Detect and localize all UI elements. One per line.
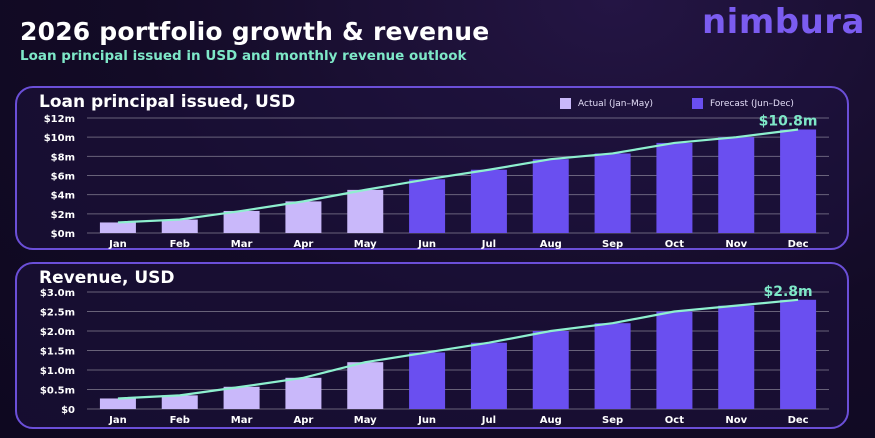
revenue-bar-forecast — [656, 311, 693, 409]
loan-y-tick-label: $10m — [44, 133, 75, 144]
revenue-x-tick-label: Dec — [788, 415, 809, 426]
loan-y-tick-label: $4m — [51, 191, 75, 202]
loan-x-tick-label: Jul — [481, 239, 496, 250]
revenue-bar-actual — [99, 398, 136, 409]
loan-bar-forecast — [780, 129, 817, 233]
loan-bar-forecast — [470, 169, 507, 233]
revenue-trend-line — [117, 298, 799, 400]
revenue-bar-actual — [223, 386, 260, 409]
loan-principal-panel: Loan principal issued, USD Actual (Jan–M… — [15, 86, 849, 250]
revenue-bar-forecast — [409, 352, 446, 409]
loan-bar-forecast — [718, 137, 755, 233]
revenue-chart: $0 $0.5m $1.0m $1.5m $2.0m $2.5m $3.0m Jan Feb Ma… — [40, 284, 829, 426]
revenue-x-tick-label: Nov — [725, 415, 747, 426]
legend-forecast-label: Forecast (Jun–Dec) — [710, 98, 794, 109]
loan-y-tick-label: $2m — [51, 210, 75, 221]
legend-actual: Actual (Jan–May) — [560, 98, 653, 109]
loan-bar-actual — [223, 210, 260, 233]
loan-x-tick-label: Jun — [417, 239, 436, 250]
revenue-x-tick-label: Oct — [665, 415, 684, 426]
loan-bar-forecast — [656, 142, 693, 233]
legend-actual-swatch — [560, 98, 571, 109]
revenue-panel: Revenue, USD $0 $0.5m $1.0m $1.5m $2.0m $2.5m… — [15, 262, 849, 429]
revenue-x-tick-label: Apr — [293, 415, 313, 426]
revenue-bar-actual — [161, 395, 198, 409]
loan-x-tick-label: Jan — [108, 239, 127, 250]
loan-principal-chart: $0m $2m $4m $6m $8m $10m $12m Jan Feb Mar Apr May Ju… — [44, 114, 829, 250]
revenue-bar-actual — [347, 362, 384, 409]
header: 2026 portfolio growth & revenue Loan pri… — [20, 16, 489, 64]
brand-logo: nimbura — [701, 2, 865, 42]
revenue-chart-title: Revenue, USD — [39, 268, 175, 288]
revenue-y-tick-label: $1.5m — [40, 347, 75, 358]
revenue-y-tick-label: $0 — [61, 405, 75, 416]
loan-bar-actual — [347, 189, 384, 233]
page-subtitle: Loan principal issued in USD and monthly… — [20, 48, 467, 64]
loan-callout-label: $10.8m — [759, 114, 818, 130]
legend-forecast-swatch — [692, 98, 703, 109]
loan-x-tick-label: Apr — [293, 239, 313, 250]
loan-x-tick-label: Sep — [602, 239, 623, 250]
legend-forecast: Forecast (Jun–Dec) — [692, 98, 794, 109]
loan-y-tick-label: $0m — [51, 229, 75, 240]
revenue-bar-forecast — [594, 323, 631, 409]
loan-bar-actual — [285, 201, 322, 233]
loan-y-tick-label: $6m — [51, 172, 75, 183]
revenue-y-tick-label: $1.0m — [40, 366, 75, 377]
revenue-callout-label: $2.8m — [764, 284, 813, 300]
loan-bar-forecast — [594, 153, 631, 233]
revenue-bar-forecast — [780, 299, 817, 409]
loan-x-tick-label: Mar — [231, 239, 253, 250]
loan-x-tick-label: Oct — [665, 239, 684, 250]
loan-y-tick-label: $12m — [44, 114, 75, 125]
revenue-x-tick-label: Sep — [602, 415, 623, 426]
loan-y-tick-label: $8m — [51, 152, 75, 163]
revenue-y-tick-label: $3.0m — [40, 288, 75, 299]
revenue-y-tick-label: $2.5m — [40, 308, 75, 319]
revenue-x-tick-label: Jul — [481, 415, 496, 426]
revenue-bar-forecast — [532, 331, 569, 409]
revenue-x-tick-label: Jan — [108, 415, 127, 426]
revenue-x-tick-label: Feb — [170, 415, 190, 426]
revenue-x-tick-label: Aug — [540, 415, 562, 426]
page-title: 2026 portfolio growth & revenue — [20, 17, 490, 46]
loan-bar-forecast — [532, 159, 569, 233]
loan-x-tick-label: Feb — [170, 239, 190, 250]
revenue-bar-forecast — [718, 305, 755, 409]
legend-actual-label: Actual (Jan–May) — [578, 98, 654, 109]
revenue-x-tick-label: May — [354, 415, 377, 426]
loan-x-tick-label: May — [354, 239, 377, 250]
revenue-y-tick-label: $2.0m — [40, 327, 75, 338]
revenue-bar-forecast — [470, 342, 507, 409]
loan-bar-actual — [99, 222, 136, 233]
loan-x-tick-label: Dec — [788, 239, 809, 250]
loan-x-tick-label: Nov — [725, 239, 747, 250]
loan-trend-line — [117, 128, 799, 224]
revenue-y-tick-label: $0.5m — [40, 386, 75, 397]
loan-bar-actual — [161, 219, 198, 233]
revenue-x-tick-label: Jun — [417, 415, 436, 426]
loan-bar-forecast — [409, 179, 446, 233]
revenue-bar-actual — [285, 377, 322, 409]
revenue-x-tick-label: Mar — [231, 415, 253, 426]
loan-x-tick-label: Aug — [540, 239, 562, 250]
loan-chart-title: Loan principal issued, USD — [39, 92, 296, 112]
